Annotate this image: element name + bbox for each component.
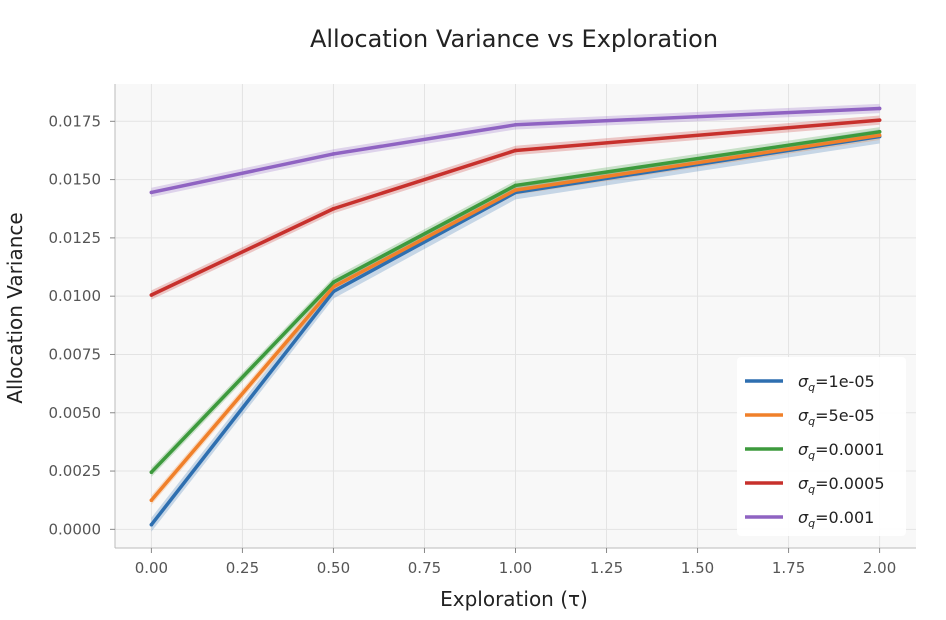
data-point — [331, 280, 336, 284]
y-tick-label: 0.0050 — [49, 404, 102, 422]
data-point — [877, 133, 882, 138]
data-point — [149, 498, 154, 503]
x-tick-label: 1.50 — [681, 559, 714, 577]
data-point — [149, 190, 154, 195]
y-axis-label: Allocation Variance — [3, 212, 27, 403]
data-point — [513, 183, 518, 188]
data-point — [877, 118, 882, 122]
data-point — [331, 206, 336, 211]
y-tick-label: 0.0025 — [49, 462, 102, 480]
data-point — [331, 285, 336, 289]
legend-label-5: σq=0.001 — [798, 508, 874, 530]
series-lines — [149, 106, 882, 527]
data-point — [513, 188, 518, 192]
legend-label-2: σq=5e-05 — [798, 406, 875, 428]
x-tick-label: 0.25 — [226, 559, 259, 577]
legend-label-4: σq=0.0005 — [798, 474, 885, 496]
chart-title: Allocation Variance vs Exploration — [310, 25, 718, 53]
series-line-3 — [149, 130, 882, 474]
data-point — [149, 522, 154, 527]
legend-label-3: σq=0.0001 — [798, 440, 885, 462]
data-point — [877, 106, 882, 111]
series-line-2 — [149, 133, 882, 502]
data-point — [149, 470, 154, 475]
x-tick-label: 1.00 — [499, 559, 532, 577]
y-tick-label: 0.0100 — [49, 287, 102, 305]
y-tick-label: 0.0125 — [49, 229, 102, 247]
x-tick-label: 1.25 — [590, 559, 623, 577]
y-tick-label: 0.0150 — [49, 171, 102, 189]
x-tick-label: 1.75 — [772, 559, 805, 577]
y-tick-label: 0.0000 — [49, 520, 102, 538]
series-line-4 — [149, 118, 882, 297]
data-point — [331, 152, 336, 156]
data-point — [149, 293, 154, 297]
x-tick-label: 0.50 — [317, 559, 350, 577]
series-line-5 — [149, 106, 882, 195]
legend-box — [737, 357, 906, 536]
x-tick-label: 0.75 — [408, 559, 441, 577]
data-point — [331, 289, 336, 294]
series-band-4 — [151, 115, 880, 300]
data-point — [513, 148, 518, 153]
x-tick-label: 0.00 — [135, 559, 168, 577]
data-point — [877, 129, 882, 134]
x-axis-label: Exploration (τ) — [440, 587, 588, 611]
legend: σq=1e-05 σq=5e-05 σq=0.0001 σq=0.0005 σq=0.0… — [737, 357, 906, 536]
data-point — [513, 123, 518, 127]
x-tick-label: 2.00 — [863, 559, 896, 577]
x-ticks: 0.00 0.25 0.50 0.75 1.00 1.25 1.50 1.75 2.00 — [135, 548, 896, 577]
y-tick-label: 0.0175 — [49, 112, 102, 130]
legend-label-1: σq=1e-05 — [798, 372, 875, 394]
y-tick-label: 0.0075 — [49, 345, 102, 363]
y-ticks: 0.0000 0.0025 0.0050 0.0075 0.0100 0.0125 0.01… — [49, 112, 115, 538]
